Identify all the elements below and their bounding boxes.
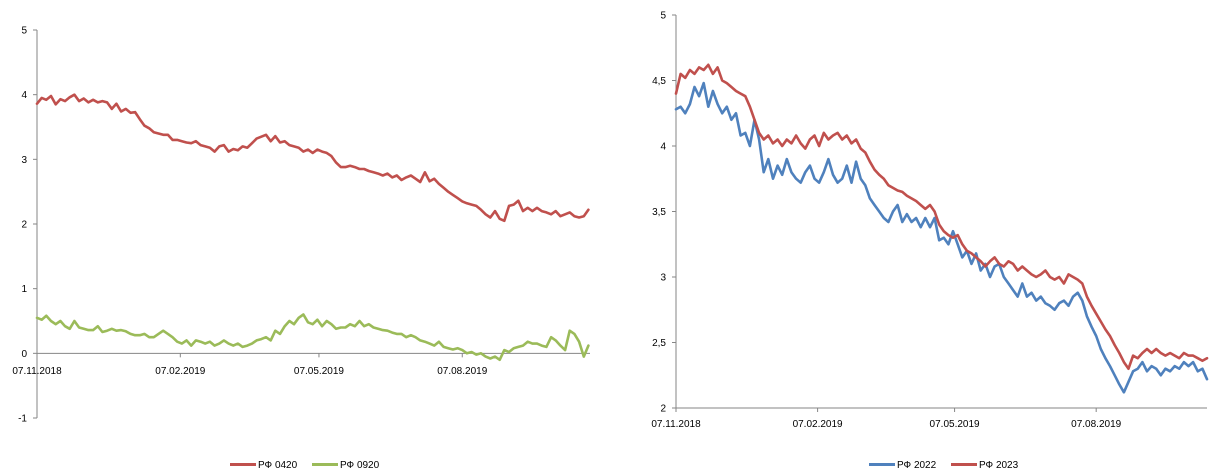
y-tick-label: 3 [21, 155, 27, 166]
y-tick-label: 0 [21, 349, 27, 360]
series-line [674, 63, 1209, 370]
series-line [35, 93, 590, 223]
y-tick-label: 1 [21, 284, 27, 295]
x-tick-label: 07.05.2019 [930, 419, 980, 430]
y-tick-label: 3 [660, 273, 666, 284]
plot-area [674, 63, 1209, 394]
plot-area [35, 93, 590, 362]
x-tick-label: 07.02.2019 [793, 419, 843, 430]
x-tick-label: 07.02.2019 [155, 366, 205, 377]
legend-label: РФ 2023 [979, 460, 1019, 471]
y-tick-label: 2 [660, 404, 666, 415]
series-line [35, 313, 590, 362]
y-tick-label: -1 [18, 414, 27, 425]
y-axis: 2 2,5 3 3,5 4 4,5 5 [652, 11, 677, 415]
x-tick-label: 07.11.2018 [12, 366, 62, 377]
x-axis: 07.11.2018 07.02.2019 07.05.2019 07.08.2019 [12, 352, 590, 377]
chart-right: 2 2,5 3 3,5 4 4,5 5 07.11.2018 07.02.2019 07.05.… [651, 11, 1209, 471]
x-axis: 07.11.2018 07.02.2019 07.05.2019 07.08.2019 [651, 407, 1207, 430]
legend: РФ 0420 РФ 0920 [230, 460, 380, 471]
y-tick-label: 2 [21, 220, 27, 231]
x-tick-label: 07.05.2019 [294, 366, 344, 377]
legend-label: РФ 2022 [897, 460, 937, 471]
x-tick-label: 07.08.2019 [1071, 419, 1121, 430]
y-tick-label: 2,5 [652, 338, 666, 349]
y-tick-label: 4 [660, 142, 666, 153]
y-tick-label: 4 [21, 90, 27, 101]
y-tick-label: 5 [660, 11, 666, 22]
series-line [674, 81, 1209, 394]
y-axis: -1 0 1 2 3 4 5 [18, 26, 38, 425]
y-tick-label: 5 [21, 26, 27, 37]
y-tick-label: 4,5 [652, 76, 666, 87]
legend: РФ 2022 РФ 2023 [869, 460, 1019, 471]
legend-label: РФ 0420 [258, 460, 298, 471]
legend-label: РФ 0920 [340, 460, 380, 471]
x-tick-label: 07.08.2019 [437, 366, 487, 377]
y-tick-label: 3,5 [652, 207, 666, 218]
x-tick-label: 07.11.2018 [651, 419, 701, 430]
